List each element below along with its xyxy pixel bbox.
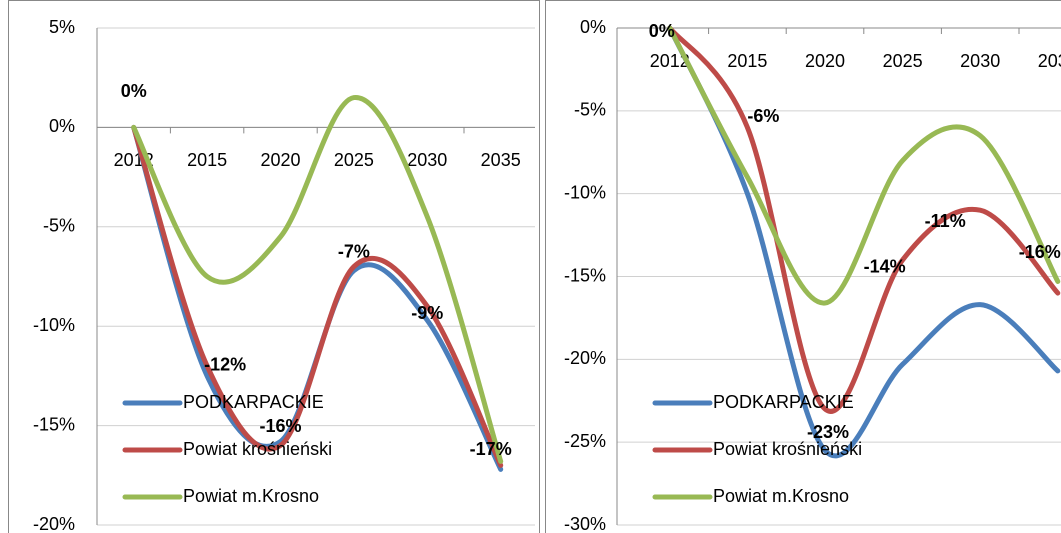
y-tick-label: -10% <box>33 315 75 335</box>
legend-label: Powiat m.Krosno <box>183 486 319 506</box>
x-tick-label: 2025 <box>883 51 923 71</box>
y-tick-label: -10% <box>564 182 606 202</box>
x-tick-label: 2015 <box>187 150 227 170</box>
legend-label: PODKARPACKIE <box>183 392 324 412</box>
x-tick-label: 2012 <box>650 51 690 71</box>
series-line <box>667 25 1061 414</box>
data-label: -14% <box>864 257 906 277</box>
legend-label: Powiat m.Krosno <box>713 486 849 506</box>
series-line <box>667 25 1061 459</box>
series-line <box>131 95 504 464</box>
series-line <box>131 124 504 472</box>
data-label: -16% <box>259 416 301 436</box>
y-tick-label: 0% <box>580 17 606 37</box>
data-label: -6% <box>747 106 779 126</box>
y-tick-label: -20% <box>33 514 75 533</box>
legend-label: Powiat krośnieński <box>713 439 862 459</box>
plot: 2012 2015 2020 2025 2030 20350%-12%-16%-7%-9%… <box>97 27 535 526</box>
data-label: -16% <box>1019 242 1061 262</box>
x-tick-label: 2025 <box>334 150 374 170</box>
legend-label: PODKARPACKIE <box>713 392 854 412</box>
x-tick-label: 2030 <box>960 51 1000 71</box>
data-label: -12% <box>204 355 246 375</box>
data-label: -9% <box>411 303 443 323</box>
x-tick-label: 2035 <box>1038 51 1061 71</box>
panel-border <box>8 0 540 533</box>
data-label: 0% <box>649 21 675 41</box>
x-tick-label: 2035 <box>481 150 521 170</box>
data-label: -17% <box>470 439 512 459</box>
x-tick-label: 2020 <box>260 150 300 170</box>
y-tick-label: 5% <box>49 17 75 37</box>
y-tick-label: -5% <box>43 216 75 236</box>
y-tick-label: -30% <box>564 514 606 533</box>
x-tick-label: 2015 <box>727 51 767 71</box>
plot: 2012 2015 2020 2025 2030 2035 0% -6% -23% -14% -11… <box>617 21 1061 526</box>
y-tick-label: -15% <box>564 265 606 285</box>
x-tick-label: 2020 <box>805 51 845 71</box>
y-tick-label: -5% <box>574 100 606 120</box>
data-label: -11% <box>925 211 966 231</box>
series-line <box>131 124 504 468</box>
y-tick-label: -15% <box>33 414 75 434</box>
y-tick-label: 0% <box>49 116 75 136</box>
y-tick-label: -20% <box>564 348 606 368</box>
legend-label: Powiat krośnieński <box>183 439 332 459</box>
data-label: 0% <box>121 81 147 101</box>
series-line <box>667 25 1061 306</box>
y-tick-label: -25% <box>564 431 606 451</box>
x-tick-label: 2030 <box>407 150 447 170</box>
panel-border <box>545 0 1061 533</box>
data-label: -23% <box>807 422 849 442</box>
data-label: -7% <box>338 241 370 261</box>
